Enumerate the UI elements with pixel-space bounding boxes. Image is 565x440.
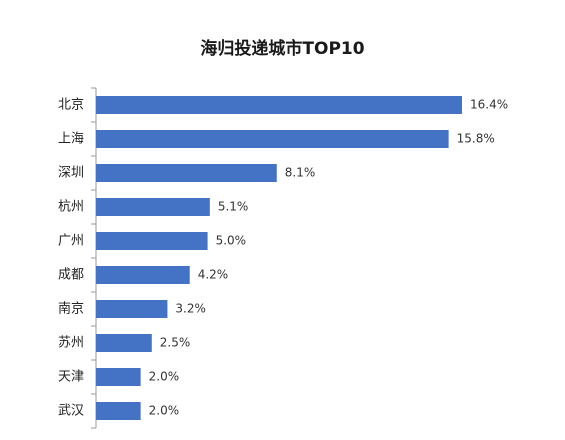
category-label: 北京: [58, 98, 84, 113]
category-label: 成都: [58, 268, 84, 283]
bar: [96, 300, 168, 318]
category-label: 南京: [58, 301, 84, 317]
value-label: 15.8%: [457, 132, 495, 146]
bar: [96, 368, 141, 386]
chart-title: 海归投递城市TOP10: [200, 39, 365, 59]
category-label: 广州: [58, 234, 84, 249]
bar: [96, 164, 277, 182]
value-label: 3.2%: [175, 302, 206, 316]
value-label: 2.5%: [160, 336, 191, 350]
value-label: 2.0%: [149, 404, 180, 418]
bar: [96, 96, 462, 114]
bar: [96, 130, 449, 148]
value-label: 8.1%: [285, 166, 316, 180]
value-label: 16.4%: [470, 98, 508, 112]
bar: [96, 266, 190, 284]
category-label: 杭州: [58, 200, 84, 215]
category-label: 上海: [58, 132, 84, 147]
value-label: 5.1%: [218, 200, 249, 214]
bar: [96, 232, 208, 250]
category-label: 天津: [58, 370, 84, 385]
value-label: 4.2%: [198, 268, 229, 282]
value-label: 2.0%: [149, 370, 180, 384]
category-label: 苏州: [58, 335, 84, 351]
value-label: 5.0%: [216, 234, 247, 248]
bar: [96, 402, 141, 420]
category-label: 武汉: [58, 404, 84, 419]
bar: [96, 334, 152, 352]
bar: [96, 198, 210, 216]
category-label: 深圳: [58, 166, 84, 181]
